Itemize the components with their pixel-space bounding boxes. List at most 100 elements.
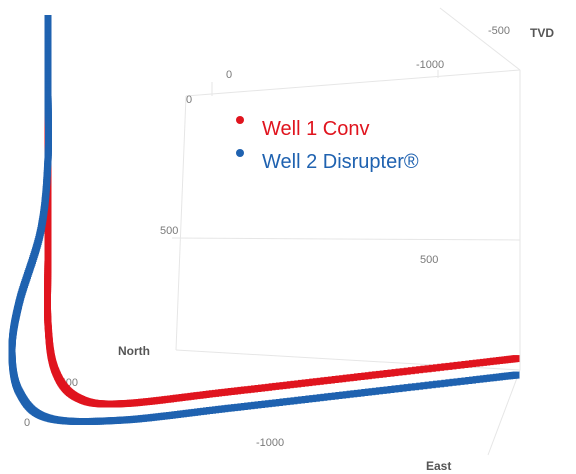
trajectory-point	[353, 389, 361, 397]
trajectory-point	[331, 376, 339, 383]
trajectory-point	[290, 397, 298, 405]
trajectory-point	[309, 378, 317, 386]
trajectory-point	[339, 391, 347, 399]
trajectory-point	[353, 373, 361, 381]
trajectory-point	[331, 392, 339, 400]
trajectory-point	[272, 399, 280, 407]
legend-label-well-2: Well 2 Disrupter®	[262, 151, 419, 173]
tvd-axis-title: TVD	[530, 26, 554, 40]
trajectory-point	[461, 377, 469, 385]
trajectory-point	[428, 381, 436, 389]
trajectory-point	[433, 364, 440, 372]
trajectory-point	[261, 400, 269, 408]
legend-marker-well-1	[236, 116, 244, 124]
trajectory-point	[283, 398, 291, 406]
box-edge	[439, 7, 521, 71]
series-2-trajectory	[8, 15, 520, 425]
trajectory-point	[298, 396, 305, 404]
trajectory-point	[346, 374, 354, 382]
trajectory-point	[305, 395, 313, 403]
trajectory-point	[286, 381, 294, 389]
trajectory-point	[301, 396, 309, 403]
trajectory-point	[305, 379, 313, 387]
trajectory-point	[391, 369, 399, 377]
trajectory-point	[301, 379, 309, 387]
trajectory-point	[420, 382, 428, 390]
trajectory-point	[312, 394, 320, 402]
trajectory-point	[286, 397, 294, 405]
trajectory-point	[412, 383, 419, 391]
trajectory-point	[457, 361, 465, 369]
trajectory-point	[453, 361, 461, 369]
trajectory-point	[309, 395, 317, 403]
trajectory-point	[424, 381, 432, 389]
trajectory-point	[275, 382, 283, 390]
tvd-tick-label: -500	[488, 25, 510, 37]
trajectory-point	[375, 370, 383, 378]
trajectory-point	[449, 378, 457, 386]
axis-box	[171, 7, 521, 456]
trajectory-point	[428, 364, 436, 372]
trajectory-point	[268, 399, 276, 407]
trajectory-point	[368, 371, 376, 379]
tvd-tick-label: 500	[160, 225, 178, 237]
trajectory-point	[316, 394, 324, 402]
box-edge	[175, 95, 187, 351]
trajectory-point	[279, 382, 287, 390]
east-axis-title: East	[426, 459, 451, 473]
box-edge	[487, 369, 521, 456]
trajectory-point	[449, 362, 457, 370]
trajectory-point	[350, 390, 358, 398]
trajectory-point	[379, 386, 387, 394]
trajectory-point	[437, 363, 445, 371]
trajectory-point	[327, 392, 335, 400]
series-1-trajectory	[44, 38, 520, 408]
trajectory-point	[387, 386, 395, 393]
trajectory-point	[469, 376, 476, 384]
trajectory-point	[379, 370, 387, 378]
trajectory-point	[395, 368, 403, 376]
trajectory-point	[364, 388, 372, 396]
trajectory-point	[339, 375, 347, 383]
trajectory-point	[465, 377, 473, 384]
trajectory-point	[441, 379, 449, 387]
trajectory-point	[368, 388, 376, 396]
trajectory-point	[420, 365, 428, 373]
trajectory-point	[350, 373, 358, 381]
trajectory-point	[294, 396, 302, 404]
trajectory-point	[361, 372, 369, 380]
trajectory-point	[335, 392, 343, 399]
trajectory-point	[403, 384, 411, 392]
east-tick-label: 500	[420, 254, 438, 266]
trajectory-point	[335, 375, 343, 383]
trajectory-point	[357, 389, 365, 397]
north-tick-label: 0	[24, 417, 30, 429]
trajectory-point	[275, 399, 283, 406]
trajectory-point	[361, 389, 369, 396]
trajectory-point	[357, 373, 365, 380]
trajectory-point	[472, 376, 480, 384]
trajectory-point	[437, 380, 445, 388]
trajectory-point	[327, 376, 335, 384]
trajectory-point	[465, 360, 473, 368]
trajectory-point	[461, 361, 469, 368]
trajectory-point	[433, 380, 440, 388]
trajectory-point	[294, 380, 302, 388]
trajectory-point	[403, 367, 411, 375]
trajectory-point	[268, 383, 276, 391]
box-edge	[171, 237, 521, 241]
trajectory-point	[383, 370, 391, 377]
trajectory-point	[445, 362, 453, 370]
trajectory-point	[412, 366, 419, 374]
trajectory-point	[395, 385, 403, 393]
trajectory-point	[441, 363, 449, 371]
trajectory-point	[512, 371, 520, 379]
trajectory-point	[324, 393, 332, 401]
trajectory-point	[320, 377, 328, 385]
legend: Well 1 Conv Well 2 Disrupter®	[236, 116, 419, 173]
trajectory-point	[320, 393, 328, 401]
trajectory-point	[407, 367, 415, 375]
trajectory-point	[391, 385, 399, 393]
trajectory-point	[342, 374, 350, 382]
